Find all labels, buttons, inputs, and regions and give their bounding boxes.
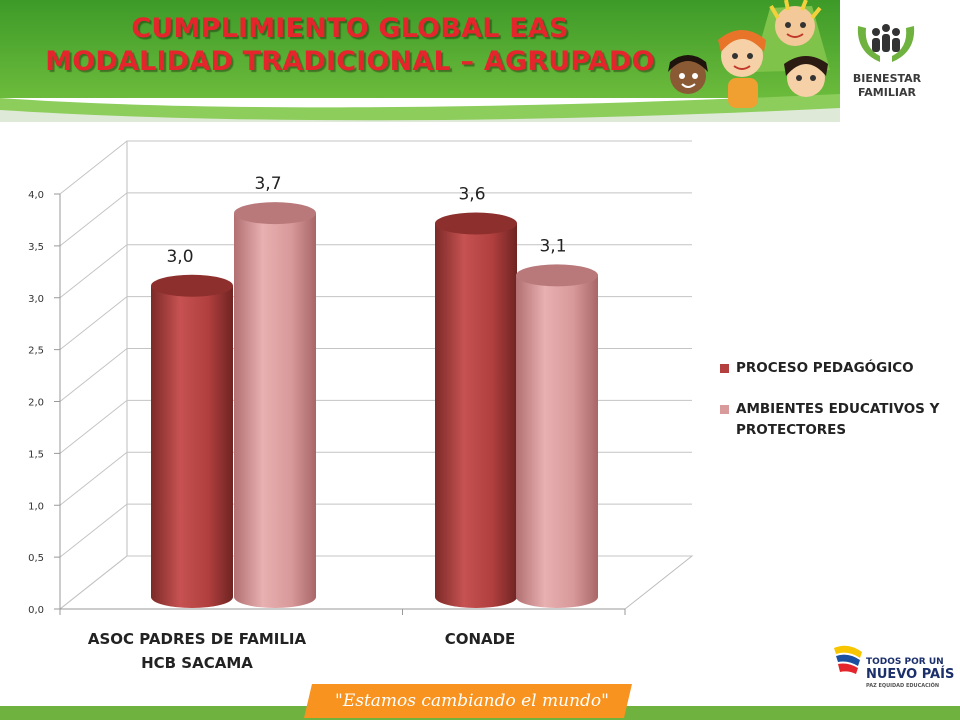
- bienestar-familiar-logo-icon: [857, 24, 915, 62]
- legend-item-proceso-pedagogico: PROCESO PEDAGÓGICO: [720, 358, 955, 379]
- bar-top: [151, 274, 233, 297]
- data-labels: 3,0 3,7 3,6 3,1: [166, 174, 566, 267]
- y-tick-label: 2,5: [28, 346, 44, 357]
- footer-brand-line-1: TODOS POR UN: [866, 657, 944, 667]
- logo-text-familiar: FAMILIAR: [858, 86, 916, 99]
- y-tick-label: 2,0: [28, 398, 44, 409]
- title-line-1: CUMPLIMIENTO GLOBAL EAS: [131, 13, 569, 44]
- bar-top: [435, 212, 517, 235]
- data-label: 3,7: [254, 174, 281, 194]
- bar-body: [435, 223, 517, 608]
- y-tick-label: 1,5: [28, 449, 44, 460]
- bar-2-1: [234, 202, 316, 608]
- y-tick-label: 3,0: [28, 294, 44, 305]
- page-title: CUMPLIMIENTO GLOBAL EAS MODALIDAD TRADIC…: [0, 12, 700, 78]
- bar-top: [516, 264, 598, 287]
- legend-label-series-1: PROCESO PEDAGÓGICO: [736, 360, 914, 376]
- bar-body: [234, 213, 316, 608]
- legend-label-series-2-line-2: PROTECTORES: [736, 422, 847, 438]
- bar-top: [234, 202, 316, 225]
- legend-swatch-series-2: [720, 405, 729, 414]
- x-category-label: HCB SACAMA: [141, 654, 253, 672]
- y-tick-label: 0,5: [28, 553, 44, 564]
- legend-item-ambientes-educativos: AMBIENTES EDUCATIVOS Y PROTECTORES: [720, 399, 955, 441]
- chart-bars: [151, 202, 598, 608]
- bar-chart: 0,0 0,5 1,0 1,5 2,0 2,5 3,0 3,5 4,0 3,0 3,7 3,6 3,1…: [28, 140, 694, 672]
- footer-brand-line-3: PAZ EQUIDAD EDUCACIÓN: [866, 683, 940, 689]
- bar-body: [516, 275, 598, 608]
- bar-1-2: [435, 212, 517, 608]
- y-tick-label: 3,5: [28, 242, 44, 253]
- y-axis-ticks: 0,0 0,5 1,0 1,5 2,0 2,5 3,0 3,5 4,0: [28, 190, 626, 616]
- legend-label-series-2-line-1: AMBIENTES EDUCATIVOS Y: [736, 401, 940, 417]
- slogan-banner: "Estamos cambiando el mundo": [312, 684, 632, 718]
- bar-2-2: [516, 264, 598, 608]
- footer-brand-line-2: NUEVO PAÍS: [866, 667, 955, 682]
- bar-body: [151, 285, 233, 608]
- bar-1-1: [151, 274, 233, 608]
- data-label: 3,0: [166, 247, 193, 267]
- chart-legend: PROCESO PEDAGÓGICO AMBIENTES EDUCATIVOS …: [720, 358, 955, 461]
- gridline: [59, 192, 692, 247]
- legend-swatch-series-1: [720, 364, 729, 373]
- kids-illustration-icon: [668, 0, 830, 108]
- gridline: [59, 140, 692, 195]
- y-tick-label: 1,0: [28, 501, 44, 512]
- x-category-label: CONADE: [445, 630, 516, 648]
- data-label: 3,1: [539, 236, 566, 256]
- y-tick-label: 0,0: [28, 605, 44, 616]
- logo-text-bienestar: BIENESTAR: [852, 72, 922, 85]
- slogan-text: "Estamos cambiando el mundo": [335, 691, 609, 711]
- data-label: 3,6: [458, 185, 485, 205]
- x-category-label: ASOC PADRES DE FAMILIA: [88, 630, 307, 648]
- title-line-2: MODALIDAD TRADICIONAL – AGRUPADO: [45, 46, 655, 77]
- footer-stripe: [0, 684, 960, 720]
- y-tick-label: 4,0: [28, 190, 44, 201]
- todos-por-un-nuevo-pais-flag-icon: [834, 645, 862, 674]
- x-axis-categories: ASOC PADRES DE FAMILIA HCB SACAMA CONADE: [88, 630, 515, 672]
- header-banner: [0, 0, 960, 122]
